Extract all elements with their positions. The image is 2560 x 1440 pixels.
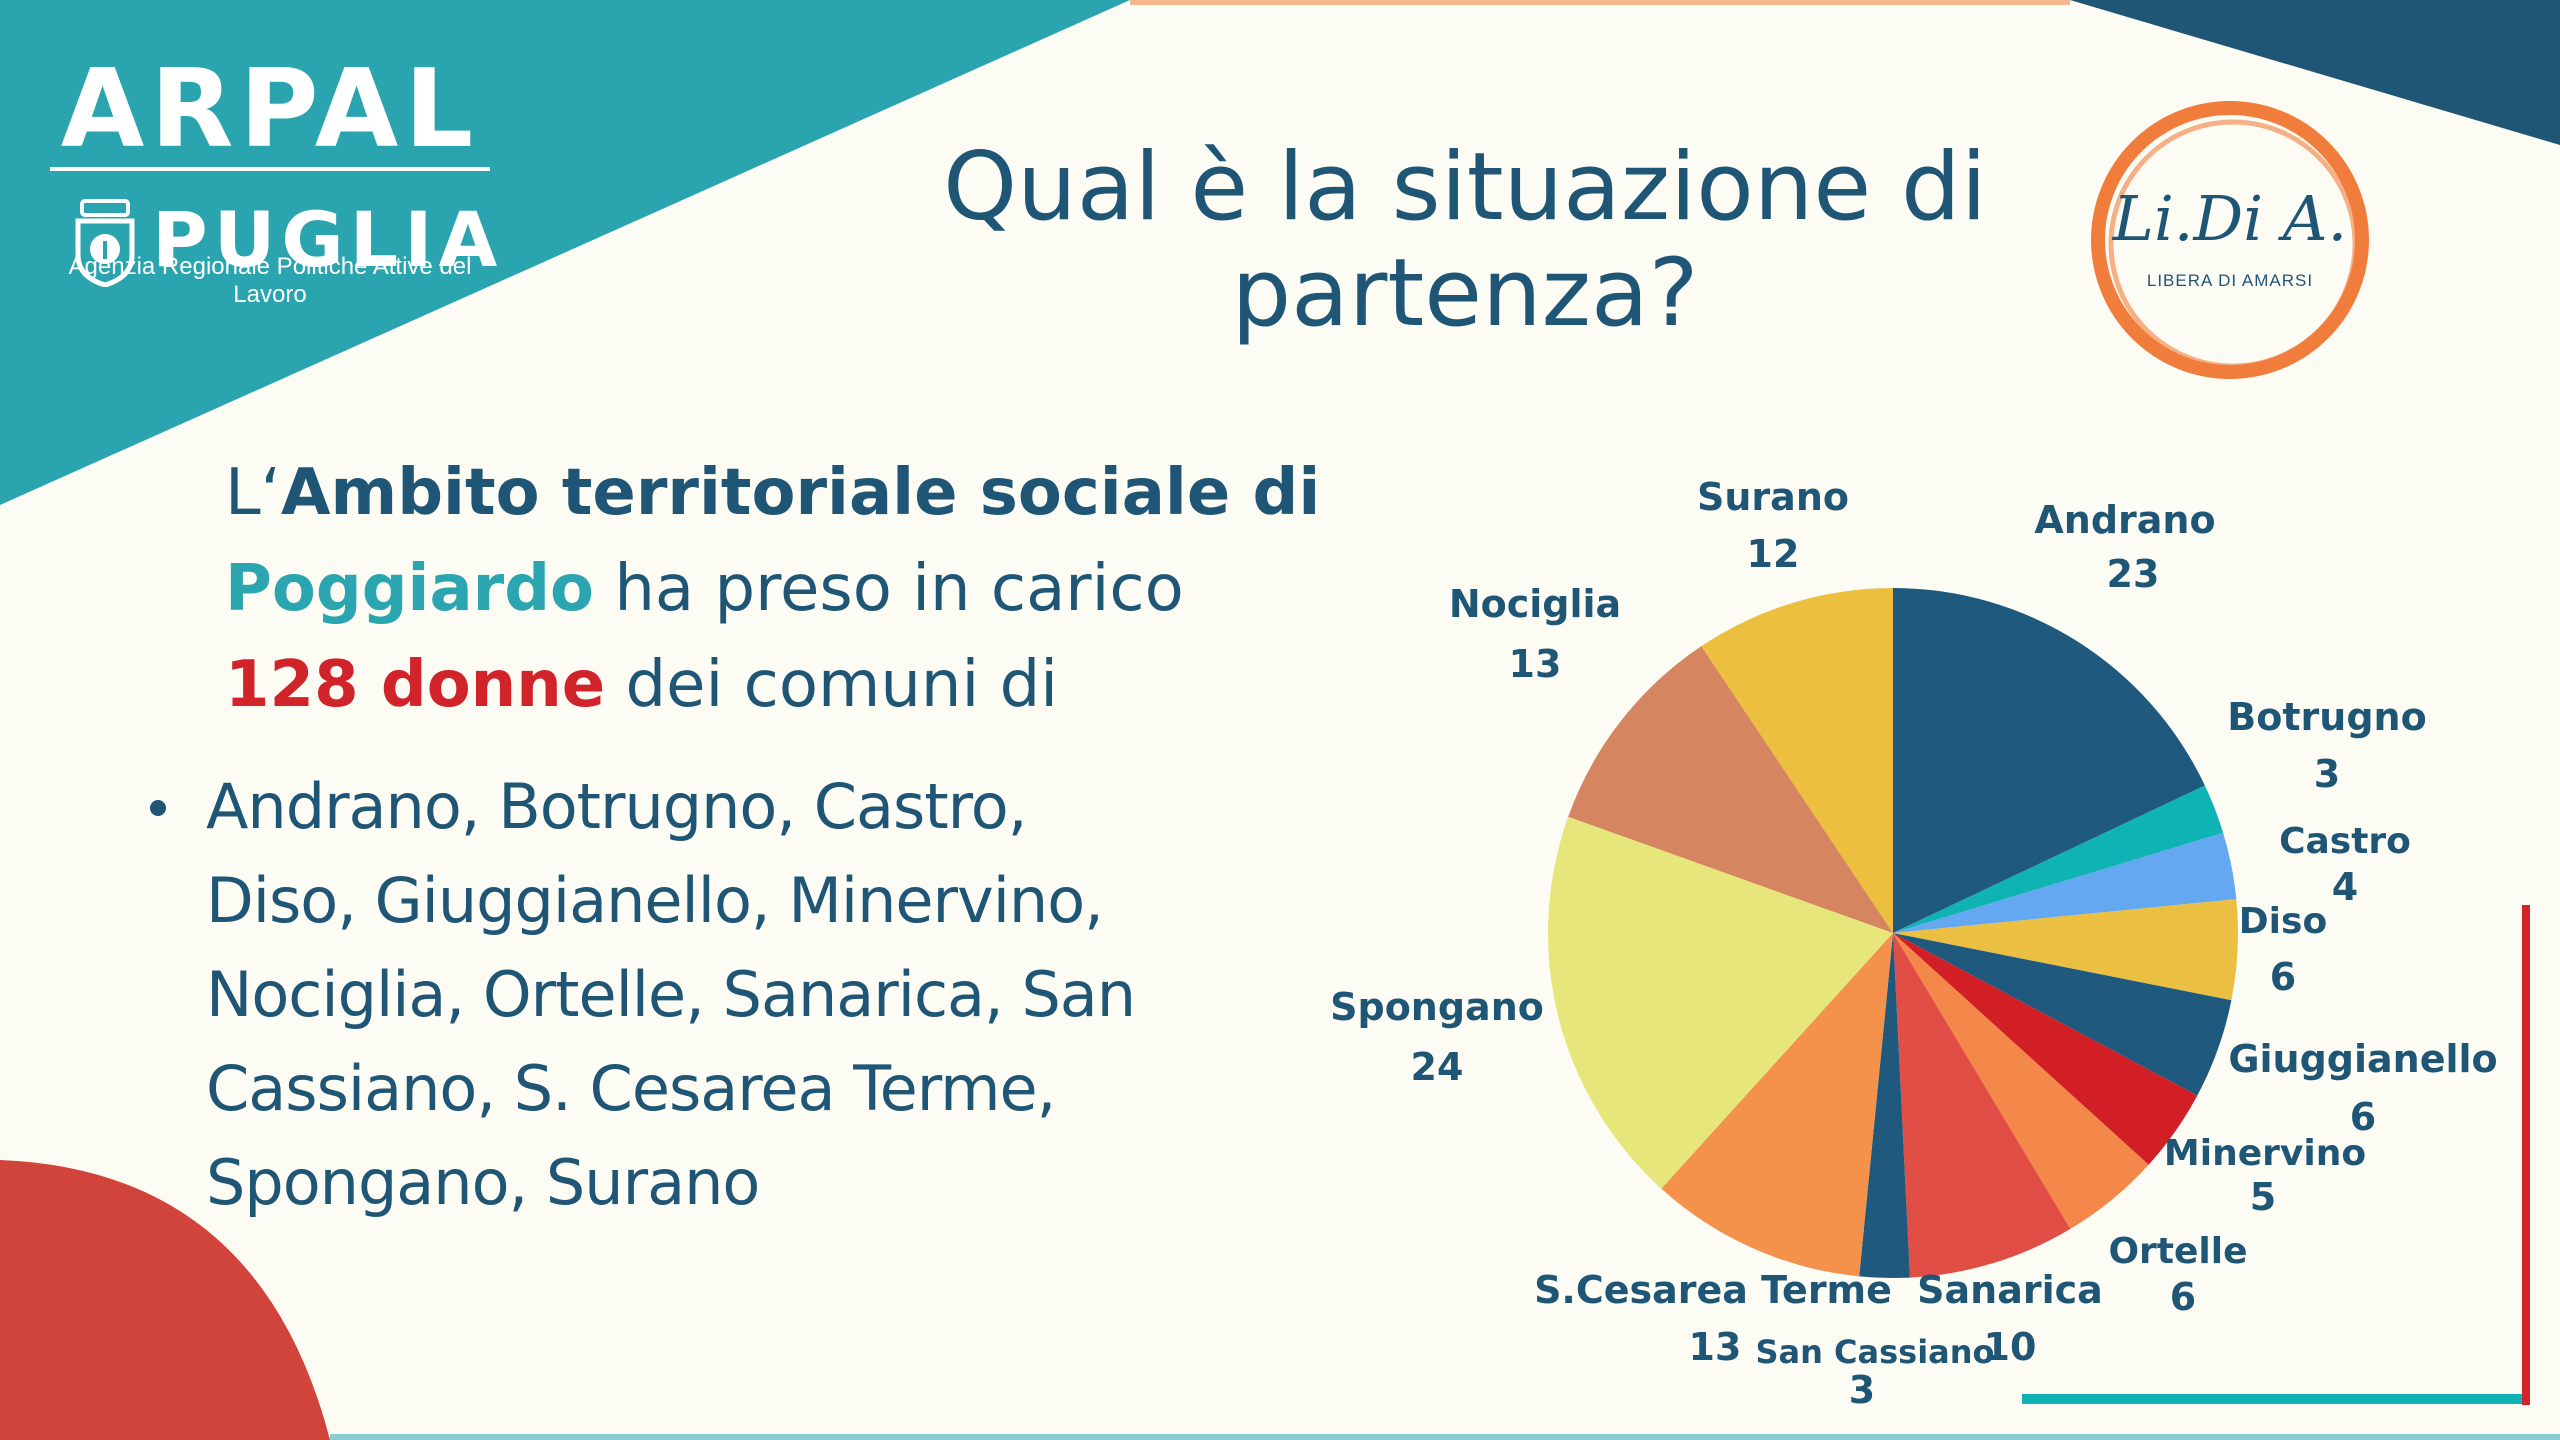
pie-value-minervino: 5 <box>2250 1175 2276 1219</box>
pie-slice-diso <box>1893 899 2238 1001</box>
page-title: Qual è la situazione di partenza? <box>943 133 1987 348</box>
intro-article: L‘ <box>225 456 281 530</box>
pie-label-ortelle: Ortelle <box>2108 1231 2247 1272</box>
intro-ambito: Ambito territoriale sociale di <box>281 456 1321 530</box>
pie-slice-s-cesarea-terme <box>1661 933 1893 1277</box>
pie-label-botrugno: Botrugno <box>2227 695 2426 739</box>
intro-comuni: dei comuni di <box>605 648 1058 722</box>
pie-slice-castro <box>1893 832 2237 933</box>
pie-slice-giuggianello <box>1893 933 2232 1096</box>
lidia-tagline: LIBERA DI AMARSI <box>2147 271 2313 290</box>
pie-slice-minervino <box>1893 933 2198 1165</box>
pie-label-s-cesarea-terme: S.Cesarea Terme <box>1534 1268 1892 1312</box>
pie-value-andrano: 23 <box>2107 552 2160 596</box>
pie-label-giuggianello: Giuggianello <box>2228 1037 2497 1081</box>
intro-verb: ha preso in carico <box>593 552 1184 626</box>
pie-slice-nociglia <box>1568 646 1893 933</box>
pie-label-andrano: Andrano <box>2034 498 2215 542</box>
intro-count: 128 <box>225 648 381 722</box>
pie-label-spongano: Spongano <box>1330 985 1544 1029</box>
teal-accent-line <box>2022 1394 2522 1404</box>
arpal-subtitle: Agenzia Regionale Politiche Attive del L… <box>68 253 472 308</box>
pie-label-castro: Castro <box>2279 821 2411 862</box>
pie-slice-sanarica <box>1893 933 2071 1278</box>
pie-slice-ortelle <box>1893 933 2149 1229</box>
pie-value-s-cesarea-terme: 13 <box>1689 1325 1742 1369</box>
pie-value-spongano: 24 <box>1411 1045 1464 1089</box>
lidia-logo[interactable]: Li.Di A. LIBERA DI AMARSI <box>2075 90 2385 400</box>
puglia-row: PUGLIA <box>70 177 497 287</box>
pie-value-san-cassiano: 3 <box>1849 1368 1875 1412</box>
pie-slice-san-cassiano <box>1859 933 1910 1278</box>
pie-label-nociglia: Nociglia <box>1449 582 1621 626</box>
pie-slice-botrugno <box>1893 785 2224 933</box>
top-edge-stripe <box>1130 0 2070 5</box>
intro-poggiardo: Poggiardo <box>225 552 594 626</box>
lidia-ring <box>2091 101 2369 379</box>
comuni-list: Andrano, Botrugno, Castro, Diso, Giuggia… <box>206 770 1136 1219</box>
pie-slice-andrano <box>1893 588 2205 933</box>
navy-corner-shape <box>2070 0 2560 145</box>
arpal-wordmark: ARPAL <box>60 47 480 172</box>
red-corner-shape <box>0 1160 330 1440</box>
lidia-name: Li.Di A. <box>2112 182 2347 255</box>
pie-value-botrugno: 3 <box>2314 752 2340 796</box>
intro-donne: donne <box>380 648 606 722</box>
lidia-ring-inner <box>2108 119 2358 369</box>
pie-label-san-cassiano: San Cassiano <box>1755 1333 1994 1371</box>
pie-value-giuggianello: 6 <box>2350 1095 2376 1139</box>
pie-slice-surano <box>1701 588 1893 933</box>
pie-label-minervino: Minervino <box>2164 1133 2366 1174</box>
bullet-dot <box>150 800 166 816</box>
pie-value-ortelle: 6 <box>2170 1275 2196 1319</box>
red-accent-line <box>2522 905 2530 1405</box>
pie-value-castro: 4 <box>2332 865 2358 909</box>
arpal-logo[interactable]: ARPAL PUGLIA Agenzia Regionale Politiche… <box>50 47 497 308</box>
pie-slice-spongano <box>1548 816 1893 1189</box>
pie-label-sanarica: Sanarica <box>1917 1268 2103 1312</box>
crest-icon <box>75 199 135 287</box>
pie-label-diso: Diso <box>2239 901 2327 942</box>
pie-value-nociglia: 13 <box>1509 642 1562 686</box>
teal-corner-shape <box>0 0 1130 505</box>
intro-paragraph: L‘Ambito territoriale sociale di Poggiar… <box>225 445 1445 733</box>
pie-value-surano: 12 <box>1747 532 1800 576</box>
pie-value-diso: 6 <box>2270 955 2296 999</box>
pie-value-sanarica: 10 <box>1984 1325 2037 1369</box>
bottom-edge-stripe <box>330 1434 2560 1440</box>
arpal-divider <box>50 167 490 171</box>
pie-label-surano: Surano <box>1697 475 1849 519</box>
puglia-wordmark: PUGLIA <box>152 195 504 284</box>
